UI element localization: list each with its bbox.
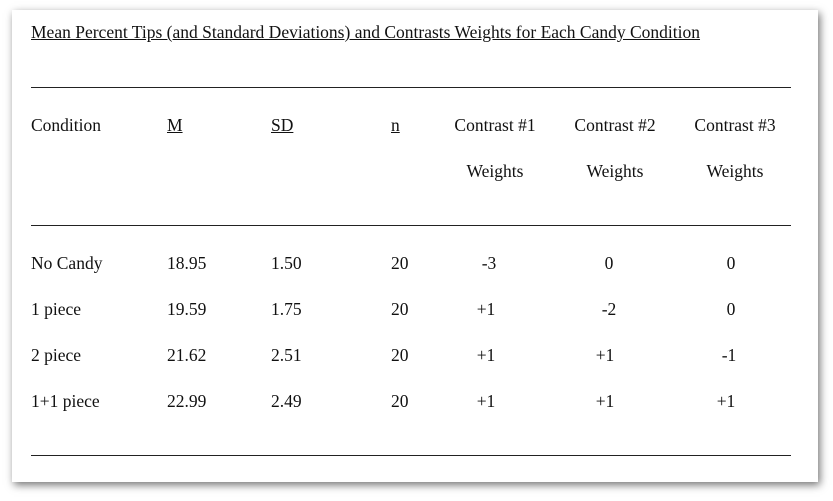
row-2-c1: +1 bbox=[476, 299, 496, 319]
row-4-condition: 1+1 piece bbox=[31, 391, 100, 411]
header-contrast1-line1: Contrast #1 bbox=[454, 115, 536, 135]
header-sd: SD bbox=[271, 115, 294, 135]
row-4-n: 20 bbox=[391, 391, 409, 411]
top-rule bbox=[31, 87, 791, 88]
header-condition: Condition bbox=[31, 115, 102, 135]
row-3-c3: -1 bbox=[721, 345, 737, 365]
bottom-rule bbox=[31, 455, 791, 456]
row-2-m: 19.59 bbox=[167, 299, 207, 319]
row-4-c2: +1 bbox=[595, 391, 615, 411]
row-3-m: 21.62 bbox=[167, 345, 207, 365]
header-rule bbox=[31, 225, 791, 226]
row-1-c2: 0 bbox=[604, 253, 614, 273]
row-3-n: 20 bbox=[391, 345, 409, 365]
table-title: Mean Percent Tips (and Standard Deviatio… bbox=[31, 22, 701, 42]
row-1-n: 20 bbox=[391, 253, 409, 273]
row-3-condition: 2 piece bbox=[31, 345, 82, 365]
row-1-c3: 0 bbox=[726, 253, 736, 273]
row-4-c1: +1 bbox=[476, 391, 496, 411]
table-document: Mean Percent Tips (and Standard Deviatio… bbox=[12, 10, 818, 482]
header-m: M bbox=[167, 115, 183, 135]
row-2-sd: 1.75 bbox=[271, 299, 302, 319]
row-2-c2: -2 bbox=[601, 299, 617, 319]
row-2-c3: 0 bbox=[726, 299, 736, 319]
header-n: n bbox=[391, 115, 400, 135]
header-contrast2-line2: Weights bbox=[586, 161, 644, 181]
row-1-c1: -3 bbox=[481, 253, 497, 273]
header-contrast3-line1: Contrast #3 bbox=[694, 115, 776, 135]
header-contrast1-line2: Weights bbox=[466, 161, 524, 181]
row-1-condition: No Candy bbox=[31, 253, 103, 273]
header-contrast2-line1: Contrast #2 bbox=[574, 115, 656, 135]
row-4-m: 22.99 bbox=[167, 391, 207, 411]
row-4-sd: 2.49 bbox=[271, 391, 302, 411]
row-2-condition: 1 piece bbox=[31, 299, 82, 319]
row-3-c1: +1 bbox=[476, 345, 496, 365]
row-1-sd: 1.50 bbox=[271, 253, 302, 273]
row-4-c3: +1 bbox=[716, 391, 736, 411]
row-3-c2: +1 bbox=[595, 345, 615, 365]
row-3-sd: 2.51 bbox=[271, 345, 302, 365]
header-contrast3-line2: Weights bbox=[706, 161, 764, 181]
row-1-m: 18.95 bbox=[167, 253, 207, 273]
row-2-n: 20 bbox=[391, 299, 409, 319]
